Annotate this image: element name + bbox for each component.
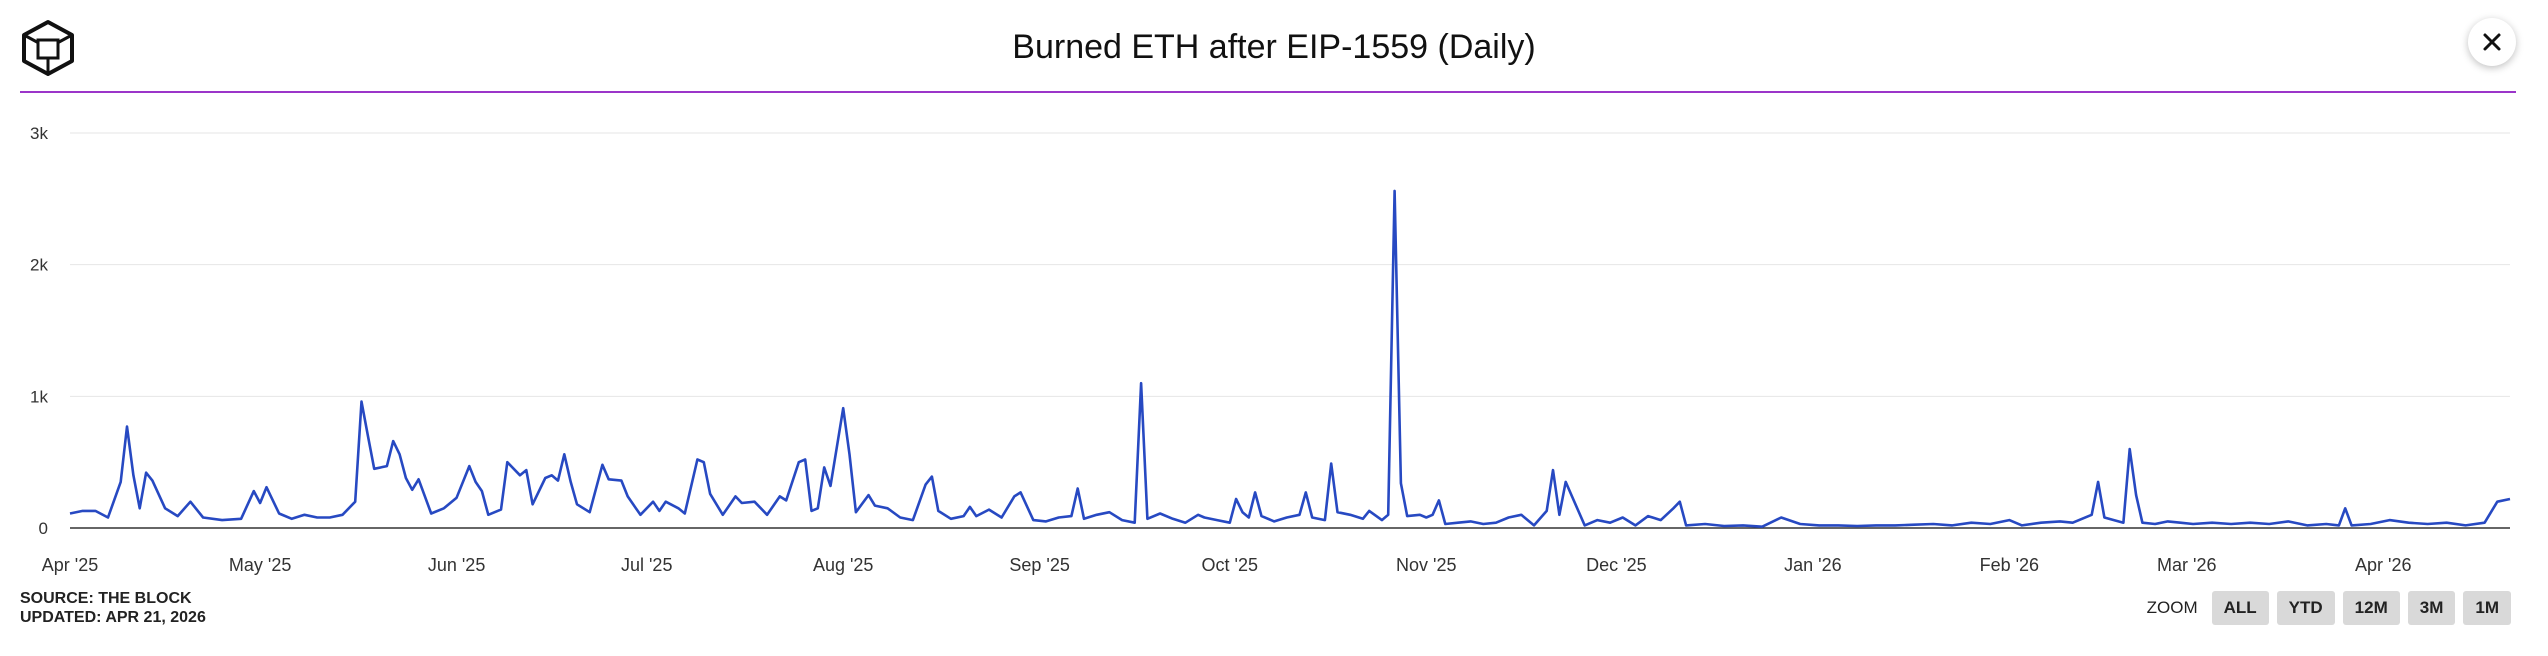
- x-tick-label: Feb '26: [1980, 555, 2039, 575]
- zoom-12m-button[interactable]: 12M: [2342, 591, 2400, 625]
- x-tick-label: Jul '25: [621, 555, 672, 575]
- x-tick-label: May '25: [229, 555, 291, 575]
- source-note: SOURCE: THE BLOCK UPDATED: APR 21, 2026: [20, 589, 206, 627]
- x-tick-label: Oct '25: [1202, 555, 1258, 575]
- zoom-3m-button[interactable]: 3M: [2407, 591, 2456, 625]
- chart-title: Burned ETH after EIP-1559 (Daily): [1012, 28, 1536, 66]
- updated-text: UPDATED: APR 21, 2026: [20, 609, 206, 626]
- y-tick-label: 0: [39, 519, 48, 538]
- x-tick-label: Aug '25: [813, 555, 874, 575]
- x-tick-label: Jun '25: [428, 555, 485, 575]
- close-icon: [2483, 33, 2501, 51]
- y-tick-label: 1k: [30, 387, 48, 406]
- close-button[interactable]: [2468, 18, 2516, 66]
- zoom-all-button[interactable]: ALL: [2211, 591, 2269, 625]
- zoom-1m-button[interactable]: 1M: [2463, 591, 2511, 625]
- y-tick-label: 3k: [30, 124, 48, 143]
- x-tick-label: Jan '26: [1784, 555, 1841, 575]
- zoom-label: ZOOM: [2146, 598, 2198, 617]
- source-text: SOURCE: THE BLOCK: [20, 590, 192, 607]
- x-tick-label: Dec '25: [1586, 555, 1646, 575]
- zoom-controls: ZOOM ALL YTD 12M 3M 1M: [2147, 591, 2511, 625]
- x-tick-label: Sep '25: [1009, 555, 1070, 575]
- y-tick-label: 2k: [30, 256, 48, 275]
- the-block-logo-icon[interactable]: [20, 18, 76, 78]
- burned-eth-line-chart: 0 1k 2k 3k Apr '25 May '25 Jun '25 Jul '25 Aug '…: [30, 124, 2511, 575]
- title-divider: [20, 91, 2516, 93]
- series-line: [69, 189, 2511, 528]
- x-tick-label: Apr '26: [2355, 555, 2411, 575]
- x-tick-label: Apr '25: [42, 555, 98, 575]
- x-tick-label: Mar '26: [2157, 555, 2216, 575]
- x-tick-label: Nov '25: [1396, 555, 1456, 575]
- zoom-ytd-button[interactable]: YTD: [2276, 591, 2335, 625]
